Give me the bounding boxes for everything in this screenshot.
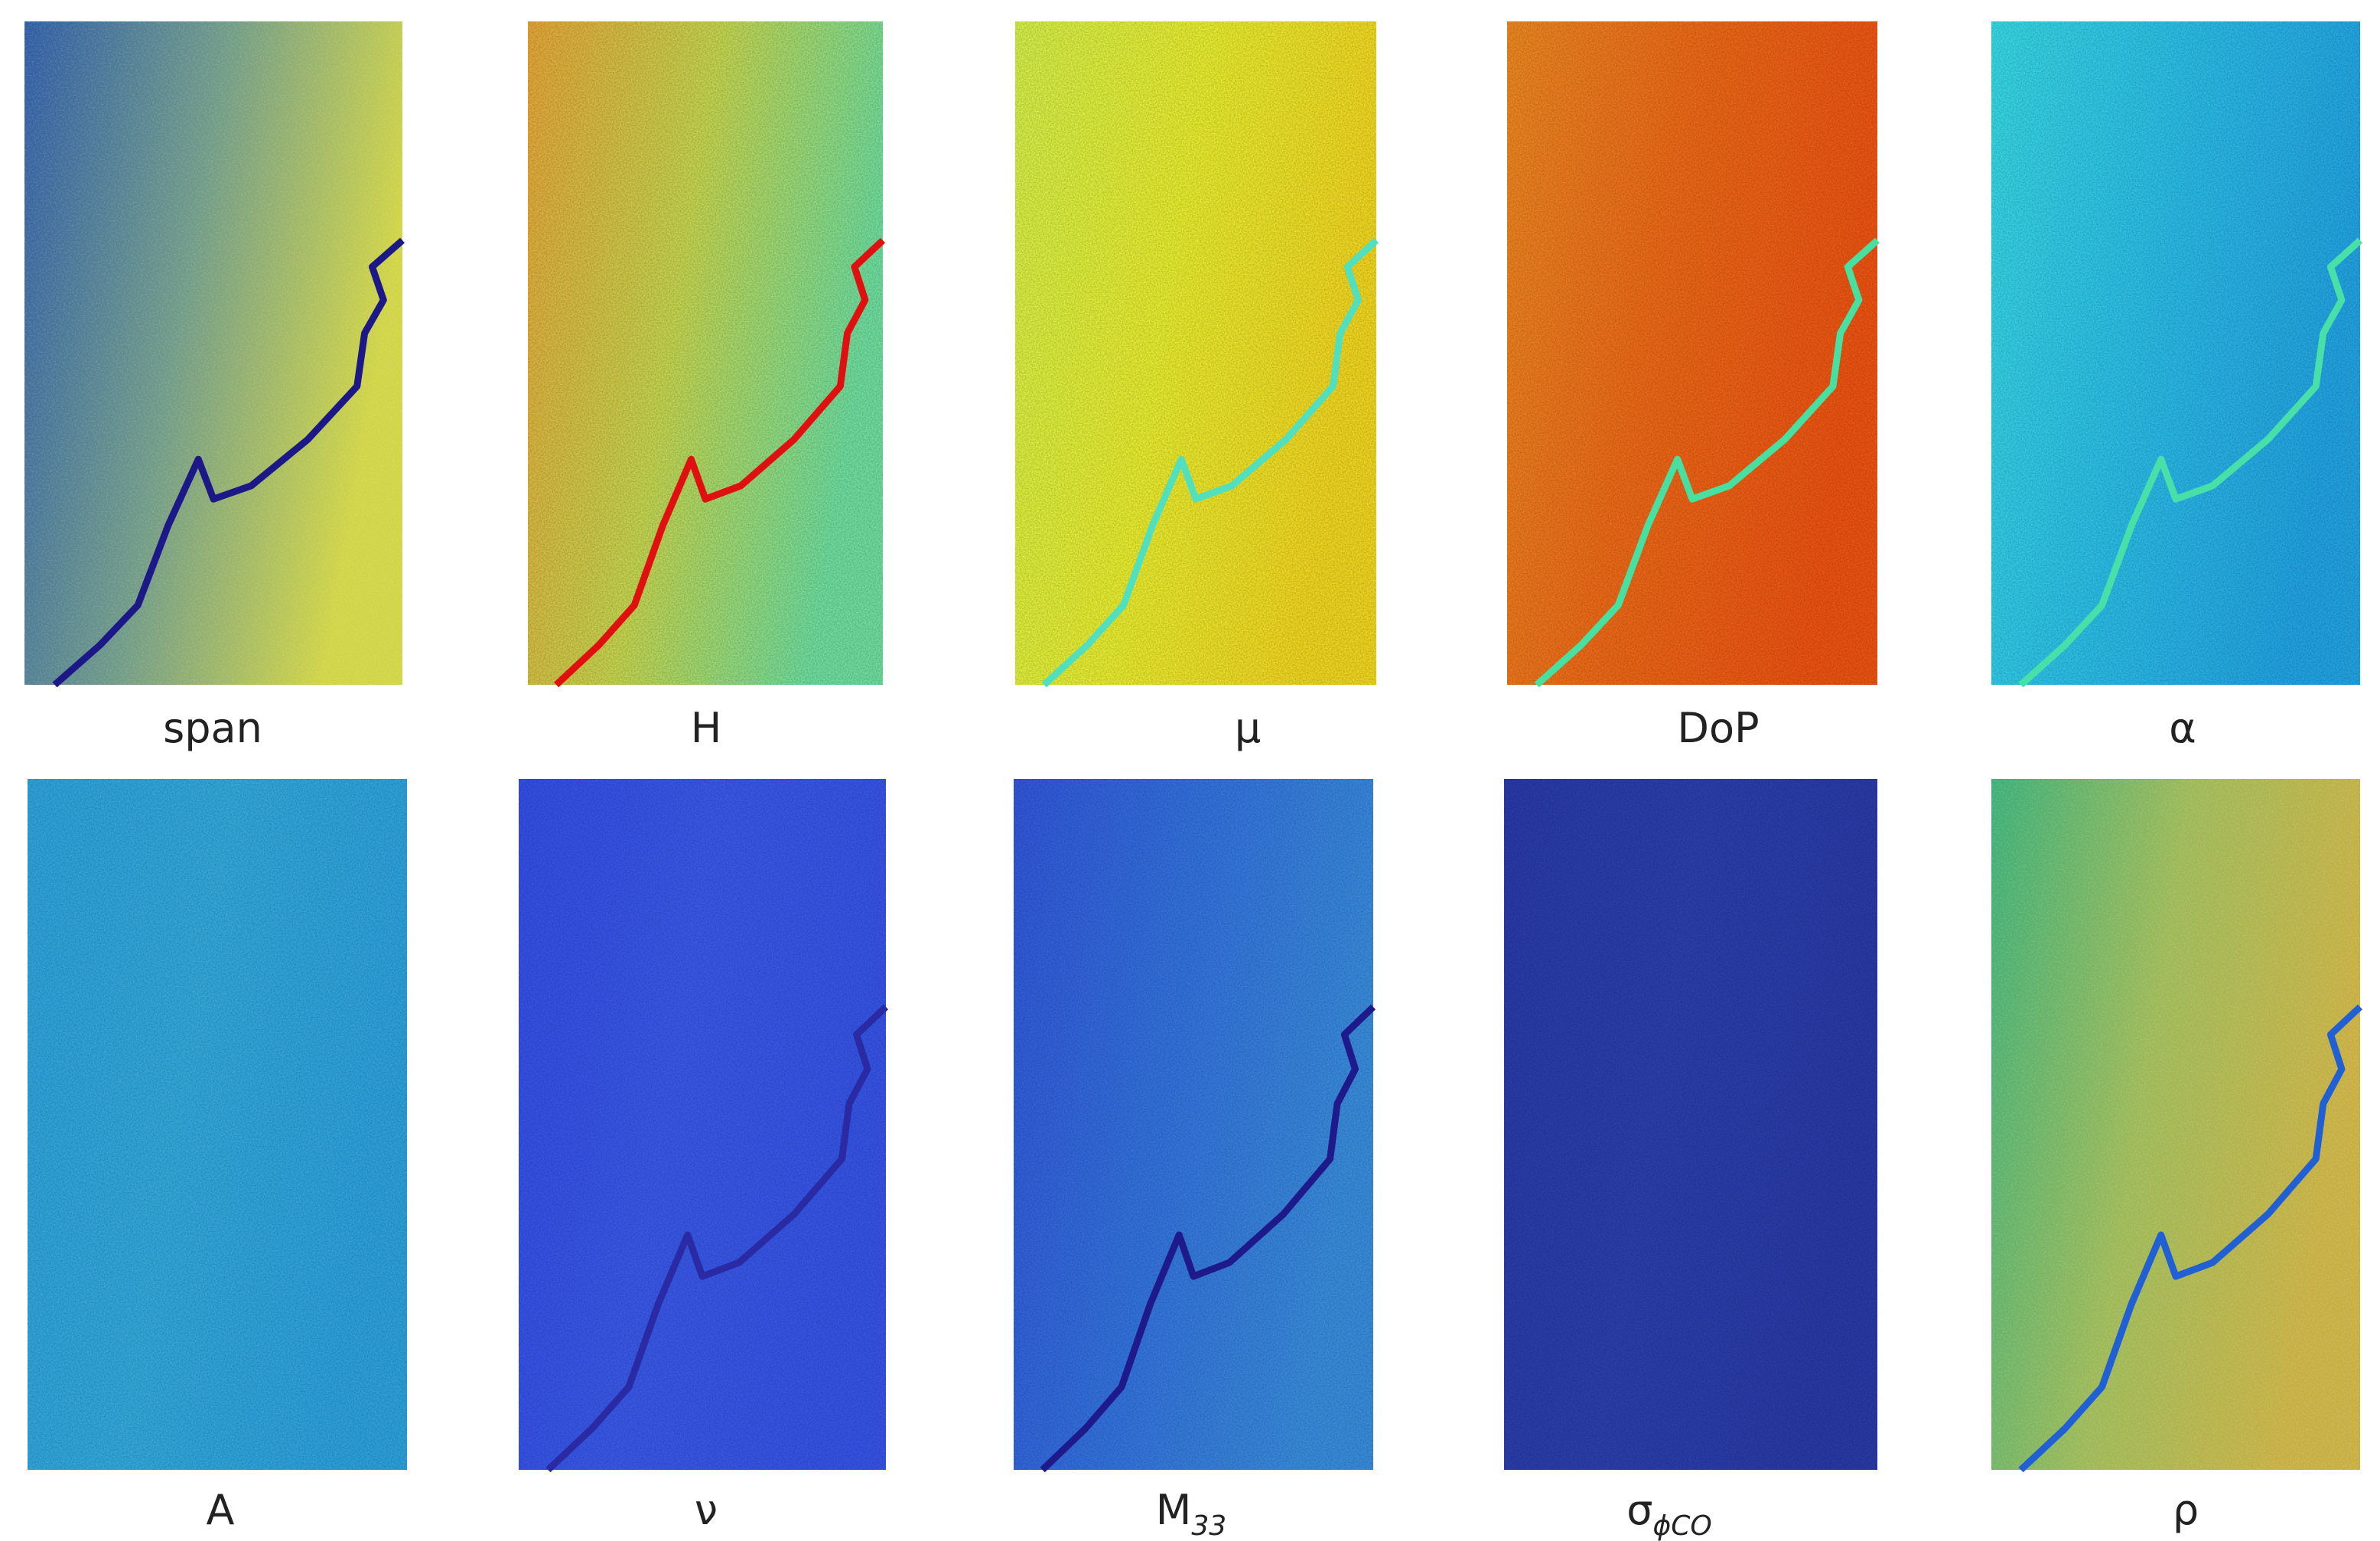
panel-label: span (163, 704, 262, 752)
image-panel (1504, 779, 1877, 1470)
river (556, 240, 883, 685)
panel-texture (1504, 779, 1877, 1470)
river-group (548, 1007, 886, 1470)
river-group (1043, 1007, 1373, 1470)
label-text: span (163, 704, 262, 752)
river (1537, 240, 1877, 685)
panel-label: σϕCO (1626, 1486, 1711, 1541)
image-panel (1015, 21, 1376, 685)
river (2021, 240, 2360, 685)
river-group (556, 240, 883, 685)
panel-label: M33 (1156, 1486, 1226, 1541)
label-text: σ (1626, 1486, 1652, 1534)
panel-label: μ (1235, 704, 1261, 752)
panel-texture (1015, 21, 1376, 685)
panel-label: A (207, 1486, 235, 1534)
image-panel (24, 21, 402, 685)
river (548, 1007, 886, 1470)
river-group (55, 240, 402, 685)
river (55, 240, 402, 685)
river (1044, 240, 1376, 685)
label-text: α (2169, 704, 2196, 752)
panel-texture (1991, 779, 2360, 1470)
image-panel (519, 779, 886, 1470)
river-group (2021, 1007, 2360, 1470)
label-text: M (1156, 1486, 1192, 1534)
panel-texture (528, 21, 883, 685)
label-subscript: ϕCO (1653, 1510, 1712, 1541)
river-group (1044, 240, 1376, 685)
river-group (2021, 240, 2360, 685)
panel-texture (1014, 779, 1373, 1470)
panel-texture (519, 779, 886, 1470)
panel-texture (24, 21, 402, 685)
panel-label: DoP (1677, 704, 1759, 752)
image-panel (28, 779, 407, 1470)
panel-label: H (691, 704, 722, 752)
image-panel (528, 21, 883, 685)
label-text: DoP (1677, 704, 1759, 752)
panel-texture (1991, 21, 2360, 685)
panel-label: ν (695, 1486, 718, 1534)
label-text: ρ (2173, 1486, 2199, 1534)
label-text: μ (1235, 704, 1261, 752)
image-panel (1014, 779, 1373, 1470)
panel-label: ρ (2173, 1486, 2199, 1534)
image-panel (1991, 21, 2360, 685)
river (2021, 1007, 2360, 1470)
panel-label: α (2169, 704, 2196, 752)
panel-texture (1507, 21, 1877, 685)
label-text: ν (695, 1486, 718, 1534)
label-text: A (207, 1486, 235, 1534)
label-text: H (691, 704, 722, 752)
image-panel (1991, 779, 2360, 1470)
river-group (1537, 240, 1877, 685)
panel-texture (28, 779, 407, 1470)
label-subscript: 33 (1191, 1510, 1226, 1541)
river (1043, 1007, 1373, 1470)
image-panel (1507, 21, 1877, 685)
